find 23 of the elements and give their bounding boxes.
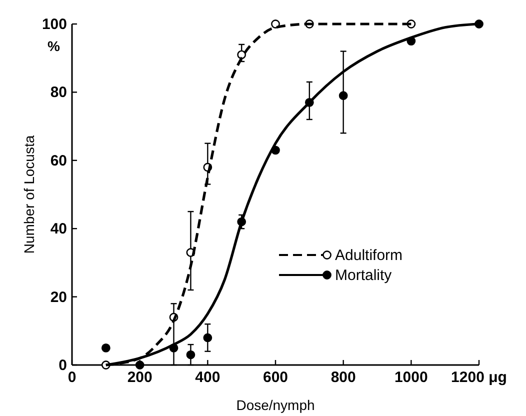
point bbox=[135, 360, 144, 370]
legend-label: Mortality bbox=[335, 267, 392, 284]
legend-label: Adultiform bbox=[335, 247, 403, 264]
y-tick-label: 0 bbox=[58, 357, 67, 374]
y-axis-title: Number of Locusta bbox=[21, 135, 37, 254]
point bbox=[271, 20, 280, 28]
x-tick-label: 400 bbox=[195, 369, 220, 386]
x-tick-label: 600 bbox=[262, 369, 288, 386]
y-tick-label: 60 bbox=[50, 152, 67, 170]
x-axis-title: Dose/nymph bbox=[236, 397, 315, 413]
y-tick-label: 100 bbox=[42, 16, 67, 33]
y-tick-label: 80 bbox=[50, 84, 67, 102]
point bbox=[203, 333, 212, 342]
x-tick-label: 800 bbox=[330, 369, 356, 386]
text: % bbox=[48, 38, 61, 54]
y-tick-label: 40 bbox=[50, 220, 67, 238]
y-tick-label: 20 bbox=[50, 288, 67, 306]
x-tick-label: 1200 μg bbox=[451, 369, 507, 386]
x-tick-label: 200 bbox=[127, 369, 152, 386]
point bbox=[186, 350, 196, 360]
x-tick-label: 1000 bbox=[394, 369, 428, 386]
point bbox=[101, 344, 110, 352]
point bbox=[338, 91, 348, 100]
